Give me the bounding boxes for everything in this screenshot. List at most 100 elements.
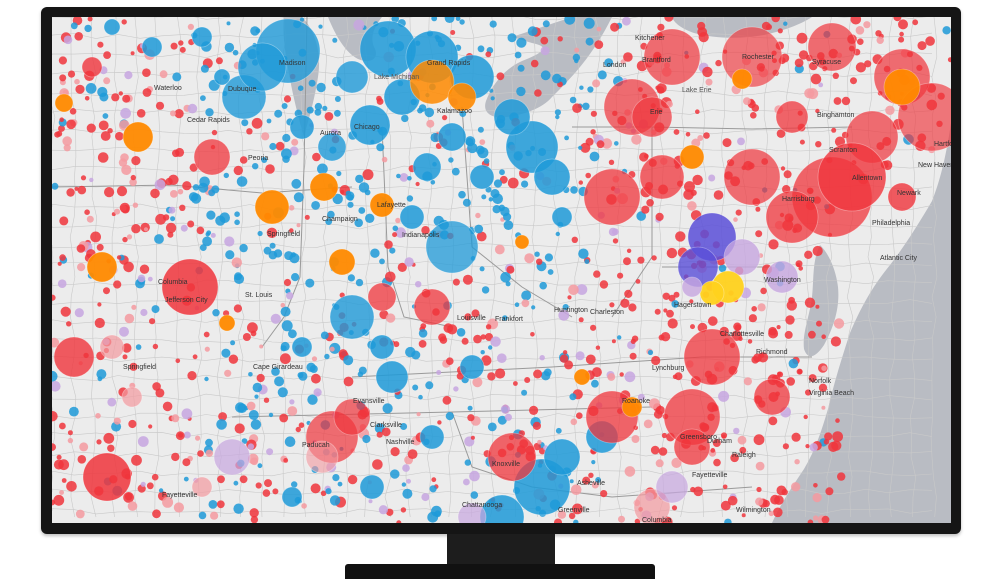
symbol: [733, 427, 740, 435]
symbol: [233, 480, 239, 486]
symbol: [53, 336, 95, 378]
symbol: [247, 443, 255, 450]
symbol: [310, 483, 321, 494]
symbol: [521, 389, 528, 396]
symbol: [76, 244, 86, 253]
place-label: Virginia Beach: [809, 390, 854, 397]
symbol: [622, 17, 631, 26]
symbol: [228, 354, 239, 364]
symbol: [325, 488, 332, 495]
symbol: [780, 166, 786, 171]
symbol: [755, 230, 763, 238]
symbol: [516, 37, 527, 48]
symbol: [547, 269, 554, 275]
symbol-layer[interactable]: [52, 17, 951, 523]
symbol: [813, 515, 819, 521]
place-label: Cedar Rapids: [187, 117, 230, 124]
symbol: [126, 234, 133, 240]
symbol: [621, 396, 643, 418]
symbol: [530, 59, 539, 68]
symbol: [733, 217, 738, 222]
symbol: [162, 401, 173, 412]
symbol: [552, 73, 562, 84]
map-screen[interactable]: Madison Dubuque Waterloo Cedar Rapids Grand …: [52, 17, 951, 523]
symbol: [129, 178, 137, 187]
symbol: [287, 406, 298, 416]
symbol: [412, 152, 442, 182]
symbol: [280, 306, 291, 317]
symbol: [808, 330, 816, 339]
symbol: [527, 26, 538, 37]
symbol: [316, 82, 326, 93]
place-label: Hagerstown: [674, 302, 711, 309]
symbol: [783, 21, 788, 26]
symbol: [438, 333, 447, 342]
symbol: [637, 393, 645, 401]
symbol: [115, 131, 124, 141]
symbol: [124, 71, 133, 80]
place-label: Chicago: [354, 124, 380, 131]
symbol: [883, 68, 921, 106]
symbol: [333, 398, 371, 436]
symbol: [301, 503, 307, 509]
symbol: [753, 434, 765, 446]
symbol: [472, 377, 483, 388]
symbol: [309, 172, 339, 202]
symbol: [705, 78, 713, 86]
symbol: [392, 225, 399, 232]
symbol: [372, 459, 383, 470]
symbol: [317, 132, 347, 162]
place-label: Newark: [897, 190, 921, 197]
symbol: [232, 49, 239, 56]
symbol: [63, 144, 71, 152]
symbol: [415, 281, 422, 288]
symbol: [805, 444, 810, 449]
symbol: [246, 128, 253, 135]
symbol: [67, 437, 74, 444]
place-label: Springfield: [123, 364, 156, 371]
symbol: [195, 435, 201, 441]
symbol: [533, 369, 543, 379]
symbol: [776, 129, 786, 138]
place-label: Paducah: [302, 442, 330, 449]
symbol: [568, 284, 579, 296]
symbol: [496, 72, 505, 81]
symbol: [306, 106, 314, 114]
symbol: [748, 314, 758, 323]
symbol: [533, 158, 571, 196]
symbol: [685, 132, 691, 137]
place-label: New Haven: [918, 162, 951, 169]
symbol: [636, 211, 646, 221]
symbol: [815, 304, 820, 309]
symbol: [825, 487, 834, 496]
symbol: [131, 224, 141, 234]
symbol: [328, 248, 356, 276]
symbol: [197, 450, 204, 457]
symbol: [270, 313, 281, 324]
symbol: [596, 26, 602, 32]
symbol: [436, 370, 442, 375]
symbol: [130, 51, 135, 56]
symbol: [490, 96, 495, 101]
symbol: [876, 36, 884, 44]
proportional-symbol-map[interactable]: Madison Dubuque Waterloo Cedar Rapids Grand …: [52, 17, 951, 523]
state-border: [461, 106, 573, 318]
symbol: [251, 117, 263, 129]
symbol: [275, 141, 285, 151]
symbol: [487, 372, 496, 381]
symbol: [378, 505, 388, 515]
symbol: [200, 64, 209, 73]
symbol: [529, 405, 539, 415]
symbol: [591, 481, 599, 489]
place-label: Charleston: [590, 309, 624, 316]
symbol: [52, 411, 58, 422]
symbol: [284, 436, 296, 448]
symbol: [655, 459, 664, 468]
symbol: [148, 424, 153, 429]
symbol: [591, 379, 599, 388]
symbol: [450, 30, 456, 35]
symbol: [170, 110, 176, 117]
symbol: [712, 439, 721, 447]
symbol: [305, 278, 315, 288]
symbol: [795, 260, 803, 268]
